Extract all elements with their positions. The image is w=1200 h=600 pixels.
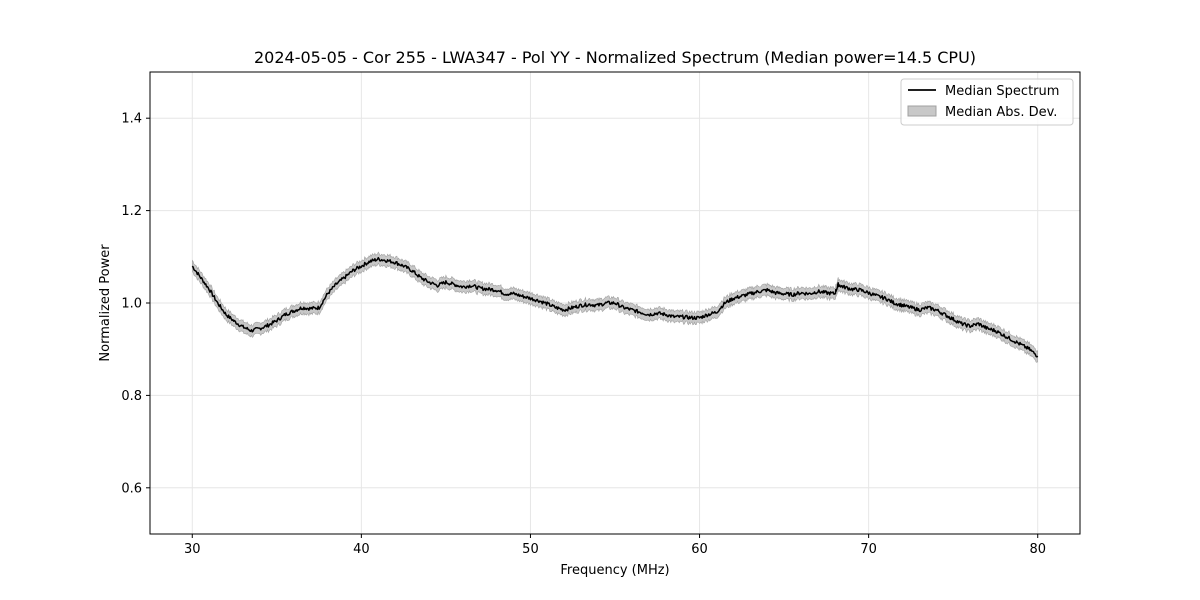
legend-median-label: Median Spectrum (945, 84, 1059, 99)
y-tick-label: 1.0 (121, 297, 142, 312)
ticks: 30 40 50 60 70 80 0.6 0.8 1.0 1.2 1.4 (121, 112, 1046, 557)
x-tick-label: 30 (184, 542, 201, 557)
legend: Median Spectrum Median Abs. Dev. (900, 78, 1074, 126)
median-spectrum-line (191, 256, 1039, 358)
y-tick-label: 1.2 (121, 204, 142, 219)
median-line-layer (191, 256, 1039, 358)
y-tick-label: 0.6 (121, 481, 142, 496)
chart-title: 2024-05-05 - Cor 255 - LWA347 - Pol YY -… (254, 48, 976, 67)
legend-frame (900, 78, 1074, 126)
x-tick-label: 50 (522, 542, 539, 557)
x-tick-label: 60 (691, 542, 708, 557)
y-tick-label: 0.8 (121, 389, 142, 404)
legend-mad-band-swatch (907, 105, 937, 117)
x-tick-label: 70 (860, 542, 877, 557)
mad-band-layer (192, 251, 1038, 363)
x-axis-label: Frequency (MHz) (560, 563, 669, 578)
legend-mad-label: Median Abs. Dev. (945, 105, 1057, 120)
x-tick-label: 80 (1029, 542, 1046, 557)
y-tick-label: 1.4 (121, 112, 142, 127)
x-tick-label: 40 (353, 542, 370, 557)
y-axis-label: Normalized Power (98, 244, 113, 362)
mad-band (192, 251, 1038, 363)
